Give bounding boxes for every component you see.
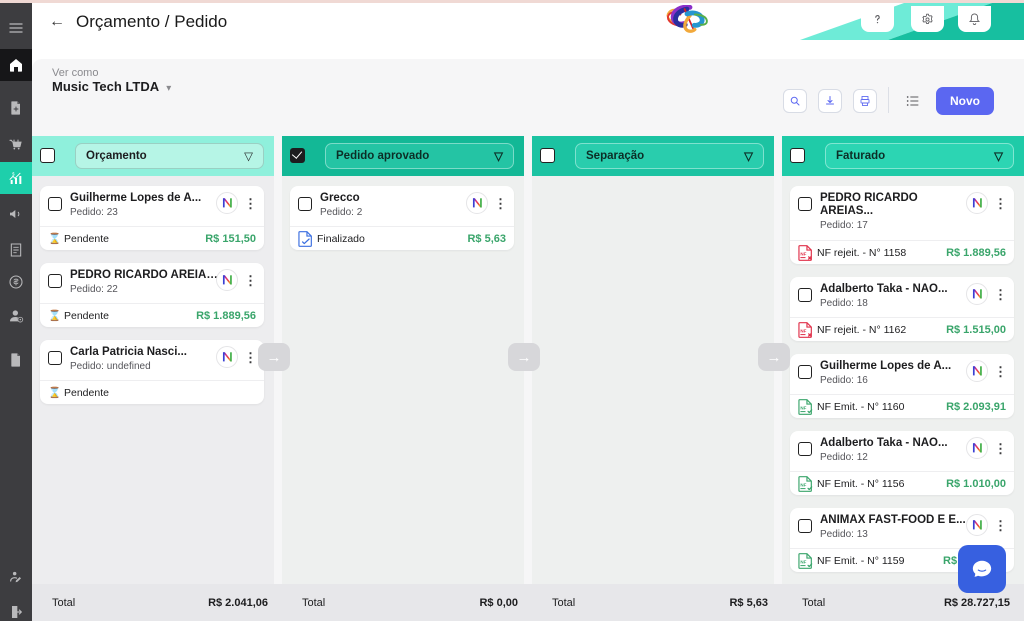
- svg-text:NF: NF: [800, 328, 806, 333]
- svg-text:NF: NF: [800, 251, 806, 256]
- svg-text:$: $: [12, 171, 15, 176]
- svg-text:NF: NF: [800, 405, 806, 410]
- svg-text:NF: NF: [800, 482, 806, 487]
- svg-text:NF: NF: [800, 559, 806, 564]
